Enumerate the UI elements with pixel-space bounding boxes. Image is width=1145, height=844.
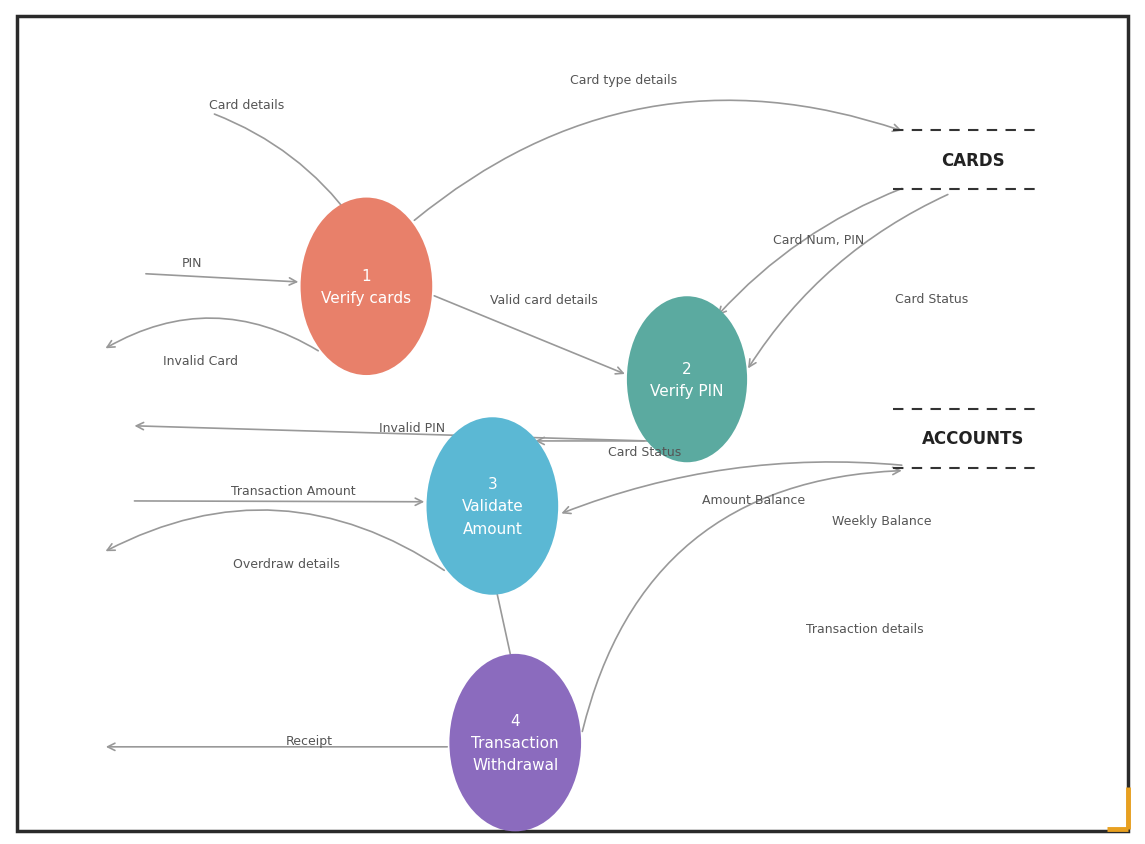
Ellipse shape (449, 654, 581, 831)
Text: Amount Balance: Amount Balance (702, 493, 805, 506)
Text: CARDS: CARDS (941, 151, 1005, 170)
Text: 3
Validate
Amount: 3 Validate Amount (461, 477, 523, 536)
Text: Valid card details: Valid card details (490, 294, 598, 307)
Text: Weekly Balance: Weekly Balance (832, 514, 931, 528)
Text: ACCOUNTS: ACCOUNTS (922, 430, 1025, 448)
Text: Card Status: Card Status (895, 293, 969, 306)
Text: Receipt: Receipt (285, 734, 333, 748)
Text: 4
Transaction
Withdrawal: 4 Transaction Withdrawal (472, 713, 559, 772)
Text: 2
Verify PIN: 2 Verify PIN (650, 361, 724, 398)
Text: Card details: Card details (208, 99, 284, 112)
Text: Invalid PIN: Invalid PIN (379, 421, 445, 435)
Text: Transaction Amount: Transaction Amount (231, 484, 355, 498)
Text: Card Num, PIN: Card Num, PIN (773, 234, 864, 247)
Text: Card Status: Card Status (608, 445, 681, 458)
Text: Overdraw details: Overdraw details (232, 557, 340, 571)
Text: 1
Verify cards: 1 Verify cards (322, 268, 411, 306)
Text: Transaction details: Transaction details (806, 622, 923, 636)
Text: Card type details: Card type details (570, 73, 678, 87)
FancyBboxPatch shape (17, 17, 1128, 831)
Text: Invalid Card: Invalid Card (163, 354, 238, 368)
Ellipse shape (627, 297, 747, 463)
Ellipse shape (426, 418, 559, 595)
Ellipse shape (300, 198, 433, 376)
Text: PIN: PIN (182, 257, 203, 270)
